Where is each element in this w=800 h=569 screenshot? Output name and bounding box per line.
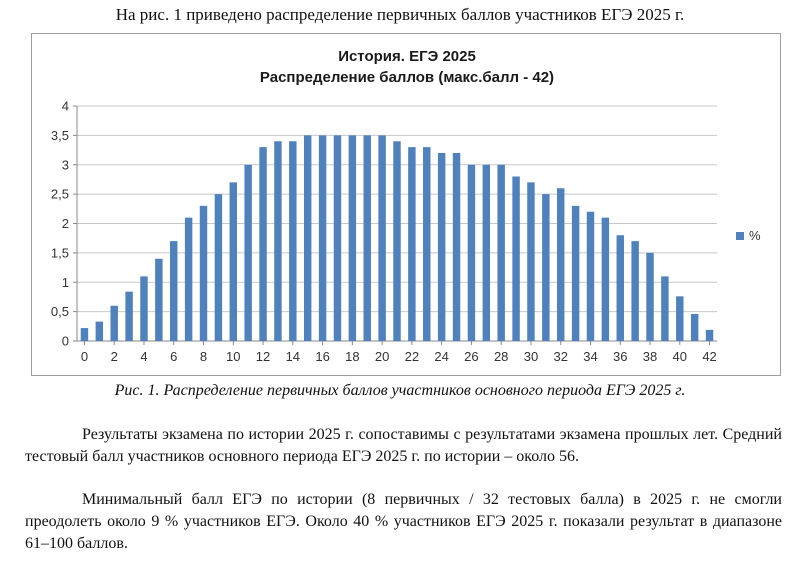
- bar: [557, 188, 565, 341]
- x-tick-label: 30: [524, 349, 538, 364]
- bar: [661, 276, 669, 341]
- bar: [363, 135, 371, 341]
- bar: [482, 164, 491, 341]
- bar: [423, 147, 431, 341]
- paragraph-2: Минимальный балл ЕГЭ по истории (8 перви…: [25, 491, 782, 552]
- bar: [676, 296, 684, 341]
- x-tick-label: 20: [375, 349, 389, 364]
- bar: [170, 241, 178, 341]
- legend-swatch: [736, 231, 744, 240]
- bar: [497, 164, 505, 341]
- bar: [110, 305, 118, 341]
- x-tick-label: 28: [494, 349, 508, 364]
- bar: [452, 153, 461, 341]
- chart-plot: 00,511,522,533,540 2 4 6 8 10 12 14 16 18 20 22 24 26…: [51, 99, 717, 364]
- bar: [631, 241, 639, 341]
- x-tick-label: 0: [81, 349, 88, 364]
- x-tick-label: 4: [140, 349, 147, 364]
- bar: [378, 135, 386, 341]
- bar: [155, 258, 163, 341]
- y-tick-label: 2,5: [51, 187, 69, 202]
- y-tick-label: 0: [62, 334, 69, 349]
- bar: [586, 211, 595, 341]
- bar: [259, 147, 267, 341]
- y-tick-label: 4: [62, 99, 69, 114]
- bar: [646, 252, 654, 341]
- x-tick-label: 14: [286, 349, 300, 364]
- bar: [303, 135, 312, 341]
- bar: [184, 217, 193, 341]
- x-tick-label: 2: [111, 349, 118, 364]
- x-tick-label: 34: [583, 349, 597, 364]
- bar: [80, 328, 89, 341]
- y-tick-label: 0,5: [51, 304, 69, 319]
- bar: [125, 291, 133, 341]
- chart-title-block: История. ЕГЭ 2025 Распределение баллов (…: [32, 46, 782, 88]
- bar: [542, 194, 550, 341]
- y-tick-label: 1: [62, 275, 69, 290]
- bar: [616, 235, 624, 341]
- bar: [512, 176, 520, 341]
- intro-text: На рис. 1 приведено распределение первич…: [115, 5, 685, 24]
- bar: [437, 153, 446, 341]
- bar: [690, 313, 699, 341]
- x-tick-label: 22: [405, 349, 419, 364]
- bar: [408, 147, 416, 341]
- x-tick-label: 8: [200, 349, 207, 364]
- x-tick-label: 36: [613, 349, 627, 364]
- x-tick-label: 16: [315, 349, 329, 364]
- bar: [705, 329, 714, 341]
- bar: [571, 205, 580, 341]
- x-tick-label: 40: [673, 349, 687, 364]
- x-tick-label: 18: [345, 349, 359, 364]
- bar: [229, 182, 237, 341]
- bar: [274, 141, 282, 341]
- chart-title: История. ЕГЭ 2025: [338, 48, 476, 65]
- bar: [140, 276, 148, 341]
- legend-label: %: [749, 228, 761, 243]
- bar: [244, 164, 252, 341]
- bar: [214, 194, 223, 341]
- x-tick-label: 32: [553, 349, 567, 364]
- x-tick-label: 6: [170, 349, 177, 364]
- bar: [95, 321, 104, 341]
- x-tick-label: 10: [226, 349, 240, 364]
- x-tick-label: 38: [643, 349, 657, 364]
- paragraph-1: Результаты экзамена по истории 2025 г. с…: [25, 426, 782, 465]
- y-tick-label: 2: [62, 216, 69, 231]
- x-tick-label: 42: [702, 349, 716, 364]
- bar: [318, 135, 327, 341]
- bar: [601, 217, 610, 341]
- bar: [333, 135, 342, 341]
- x-tick-label: 12: [256, 349, 270, 364]
- bar: [199, 205, 208, 341]
- bar: [467, 164, 476, 341]
- bar: [289, 141, 297, 341]
- figure-caption: Рис. 1. Распределение первичных баллов у…: [114, 382, 686, 399]
- y-tick-label: 3: [62, 157, 69, 172]
- x-tick-label: 26: [464, 349, 478, 364]
- bar: [348, 135, 357, 341]
- chart-subtitle: Распределение баллов (макс.балл - 42): [259, 69, 555, 86]
- bar: [527, 182, 535, 341]
- bar: [393, 141, 401, 341]
- chart-legend: %: [736, 228, 761, 243]
- chart: 0 0,5 1 1,5 2 2,5 3 3,5 4 0 2 4 6 8 10 12 14 16 18 20 22 24 26…: [31, 33, 781, 376]
- y-tick-label: 1,5: [51, 245, 69, 260]
- y-tick-label: 3,5: [51, 128, 69, 143]
- x-tick-label: 24: [434, 349, 448, 364]
